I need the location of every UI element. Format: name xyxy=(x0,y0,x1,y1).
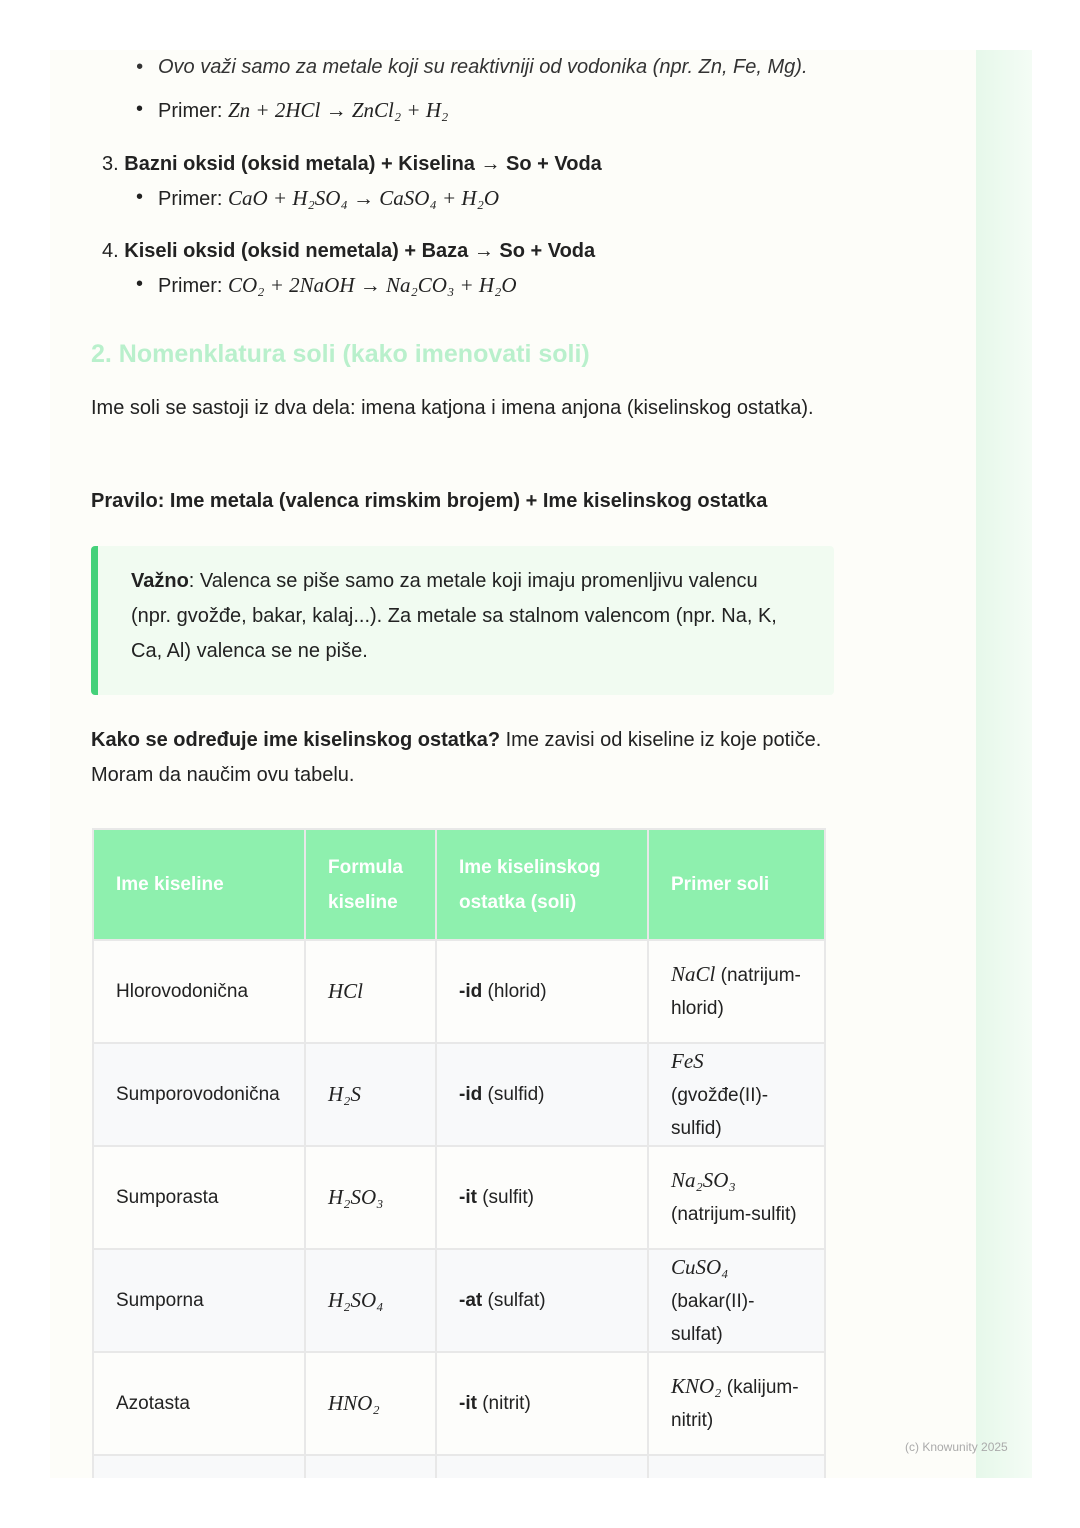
intro-paragraph: Ime soli se sastoji iz dva dela: imena k… xyxy=(91,397,814,419)
acid-name: Sumporasta xyxy=(92,1145,306,1250)
salt-example: FeS (gvožđe(II)-sulfid) xyxy=(647,1042,826,1147)
acid-name: Sumporovodonična xyxy=(92,1042,306,1147)
table-row: Sumporna H₂SO₄ -at (sulfat) CuSO₄ (bakar… xyxy=(92,1248,826,1353)
salt-example: NaCl (natrijum-hlorid) xyxy=(647,939,826,1044)
residue-name: -it (sulfit) xyxy=(435,1145,649,1250)
salt-example: CuSO₄ (bakar(II)-sulfat) xyxy=(647,1248,826,1353)
salt-example: Na₂SO₃ (natrijum-sulfit) xyxy=(647,1145,826,1250)
table-row: Sumporasta H₂SO₃ -it (sulfit) Na₂SO₃ (na… xyxy=(92,1145,826,1250)
list-item-3: 3. Bazni oksid (oksid metala) + Kiselina… xyxy=(102,153,602,175)
label: Primer: xyxy=(158,100,228,122)
acid-formula: H₂S xyxy=(304,1042,437,1147)
col-header: Formula kiseline xyxy=(304,828,437,941)
side-strip xyxy=(976,50,1032,1478)
col-header: Ime kiseline xyxy=(92,828,306,941)
bullet-example: Primer: CO₂ + 2NaOH → Na₂CO₃ + H₂O xyxy=(136,273,517,298)
bullet-example: Primer: Zn + 2HCl → ZnCl₂ + H₂ xyxy=(136,98,449,123)
important-callout: Važno: Valenca se piše samo za metale ko… xyxy=(91,546,834,695)
residue-name: -it (nitrit) xyxy=(435,1351,649,1456)
watermark: (c) Knowunity 2025 xyxy=(905,1440,1008,1454)
section-heading: 2. Nomenklatura soli (kako imenovati sol… xyxy=(91,340,590,368)
bullet-note: Ovo važi samo za metale koji su reaktivn… xyxy=(136,56,807,79)
rule-text: Pravilo: Ime metala (valenca rimskim bro… xyxy=(91,490,768,512)
salt-example: KNO₂ (kalijum-nitrit) xyxy=(647,1351,826,1456)
acid-name: Hlorovodonična xyxy=(92,939,306,1044)
table-row: Sumporovodonična H₂S -id (sulfid) FeS (g… xyxy=(92,1042,826,1147)
residue-name: -id (hlorid) xyxy=(435,939,649,1044)
acid-formula: HCl xyxy=(304,939,437,1044)
table-row: Azotasta HNO₂ -it (nitrit) KNO₂ (kalijum… xyxy=(92,1351,826,1456)
list-item-4: 4. Kiseli oksid (oksid nemetala) + Baza … xyxy=(102,240,596,262)
document-page: Ovo važi samo za metale koji su reaktivn… xyxy=(50,50,976,1478)
residue-name: -at (sulfat) xyxy=(435,1248,649,1353)
residue-name: -id (sulfid) xyxy=(435,1042,649,1147)
acid-formula: HNO₂ xyxy=(304,1351,437,1456)
formula: Zn + 2HCl → ZnCl₂ + H₂ xyxy=(228,98,449,122)
table-row: Hlorovodonična HCl -id (hlorid) NaCl (na… xyxy=(92,939,826,1044)
acid-name: Sumporna xyxy=(92,1248,306,1353)
acid-name: Azotasta xyxy=(92,1351,306,1456)
col-header: Ime kiselinskog ostatka (soli) xyxy=(435,828,649,941)
acid-formula: H₂SO₃ xyxy=(304,1145,437,1250)
col-header: Primer soli xyxy=(647,828,826,941)
question-paragraph: Kako se određuje ime kiselinskog ostatka… xyxy=(91,729,822,786)
acid-formula: H₂SO₄ xyxy=(304,1248,437,1353)
acid-residue-table: Ime kiseline Formula kiseline Ime kiseli… xyxy=(92,828,826,1478)
table-row-partial xyxy=(92,1454,826,1478)
bullet-example: Primer: CaO + H₂SO₄ → CaSO₄ + H₂O xyxy=(136,186,499,211)
